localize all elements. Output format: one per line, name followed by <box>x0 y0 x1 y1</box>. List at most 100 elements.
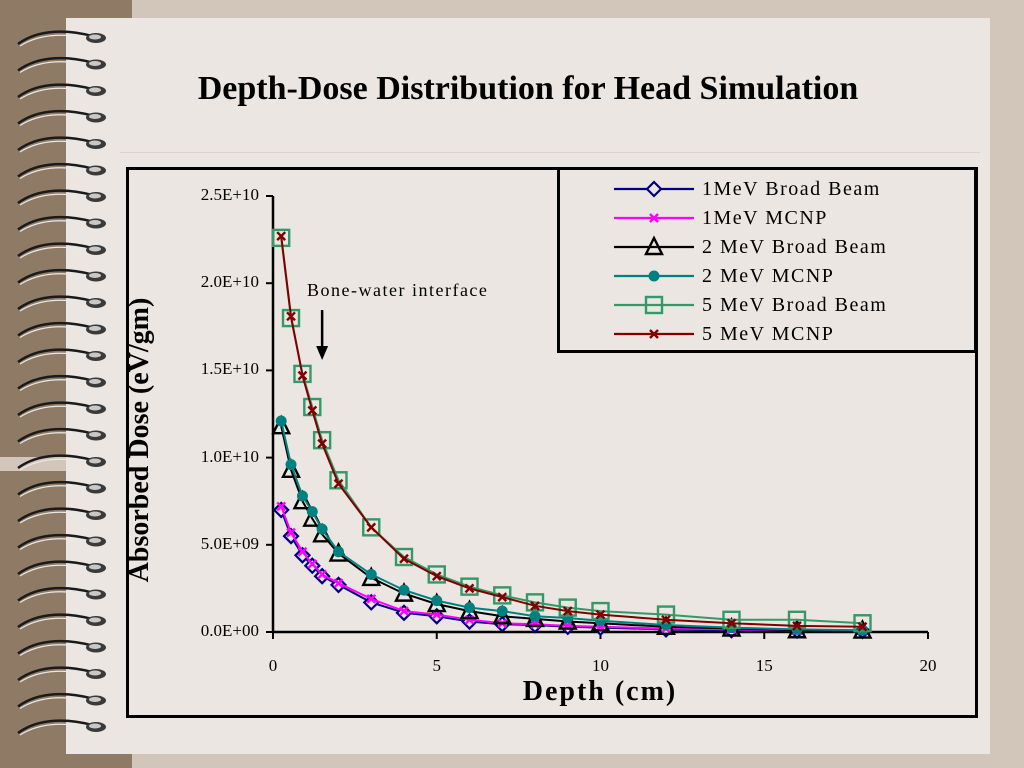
data-point <box>297 546 308 557</box>
legend-label: 1MeV MCNP <box>702 207 828 229</box>
data-point <box>313 567 331 585</box>
data-point <box>366 594 377 604</box>
binding-ring <box>17 427 106 445</box>
data-point <box>286 311 296 322</box>
data-point <box>333 578 344 589</box>
data-point <box>649 329 659 339</box>
binding-ring <box>17 189 106 206</box>
binding-ring <box>17 507 106 524</box>
y-tick-label: 5.0E+09 <box>200 533 259 553</box>
binding-ring <box>17 560 106 577</box>
legend-item: 5 MeV MCNP <box>610 320 970 348</box>
series-line <box>280 235 863 628</box>
data-point <box>562 606 573 616</box>
data-point <box>530 600 540 611</box>
slide-title: Depth-Dose Distribution for Head Simulat… <box>197 70 859 107</box>
legend-swatch <box>614 329 694 339</box>
legend-item: 2 MeV Broad Beam <box>610 233 970 261</box>
binding-ring <box>17 348 106 365</box>
data-point <box>307 405 318 416</box>
data-point <box>312 430 332 450</box>
spiral-binding <box>17 30 106 736</box>
data-point <box>281 458 301 479</box>
data-point <box>460 577 479 596</box>
data-point <box>656 605 676 624</box>
data-point <box>275 415 287 427</box>
legend-swatch <box>614 295 694 315</box>
data-point <box>276 501 287 512</box>
data-point <box>644 235 664 256</box>
data-point <box>529 610 541 622</box>
y-tick-label: 0.0E+00 <box>200 621 259 640</box>
data-point <box>272 501 290 519</box>
data-point <box>464 602 475 614</box>
legend-item: 1MeV MCNP <box>610 204 970 232</box>
data-point <box>333 546 344 558</box>
legend-swatch <box>614 213 694 223</box>
binding-ring <box>17 136 106 153</box>
data-point <box>271 414 292 435</box>
depth-dose-chart <box>266 195 929 640</box>
series-5-mev-mcnp <box>276 231 868 632</box>
chart-legend: 1MeV Broad Beam 1MeV MCNP 2 MeV Broad Beam… <box>557 167 977 353</box>
data-point <box>857 621 868 632</box>
data-point <box>431 595 443 607</box>
legend-label: 5 MeV MCNP <box>702 323 835 345</box>
binding-ring <box>17 295 106 312</box>
data-point <box>644 295 664 315</box>
binding-ring <box>17 30 106 47</box>
data-point <box>591 601 610 621</box>
chart-frame <box>126 167 978 718</box>
data-point <box>492 604 513 625</box>
data-point <box>398 584 410 596</box>
legend-label: 5 MeV Broad Beam <box>702 294 888 316</box>
y-tick-label: 1.0E+10 <box>200 446 259 466</box>
data-point <box>399 606 409 616</box>
legend-label: 2 MeV MCNP <box>702 265 835 287</box>
legend-swatch <box>614 235 694 256</box>
binding-ring <box>17 268 106 286</box>
data-point <box>645 180 663 198</box>
data-point <box>329 471 348 490</box>
data-point <box>307 559 318 569</box>
data-point <box>303 557 321 575</box>
data-point <box>316 523 328 535</box>
binding-ring <box>17 480 106 498</box>
binding-ring <box>17 454 106 471</box>
annotation-arrow <box>316 310 329 360</box>
data-point <box>285 459 297 471</box>
binding-ring <box>17 109 106 127</box>
data-point <box>276 231 287 241</box>
data-point <box>427 565 446 584</box>
data-point <box>297 370 308 381</box>
data-point <box>296 490 308 502</box>
legend-label: 1MeV Broad Beam <box>702 178 881 200</box>
x-tick-label: 20 <box>919 656 937 675</box>
x-tick-label: 5 <box>432 656 442 675</box>
binding-ring <box>17 613 106 630</box>
x-tick-label: 10 <box>592 656 609 675</box>
data-point <box>293 364 312 384</box>
binding-ring <box>17 692 106 710</box>
binding-ring <box>17 666 106 683</box>
data-point <box>460 612 479 631</box>
data-point <box>792 621 802 631</box>
data-point <box>317 438 327 449</box>
binding-ring <box>17 586 106 604</box>
title-divider <box>120 152 980 153</box>
data-point <box>496 605 508 617</box>
data-point <box>333 478 344 489</box>
data-point <box>649 213 659 223</box>
data-point <box>722 610 741 629</box>
binding-ring <box>17 242 106 259</box>
binding-ring <box>17 639 106 657</box>
data-point <box>366 522 377 533</box>
legend-item: 2 MeV MCNP <box>610 262 970 290</box>
data-point <box>431 571 442 582</box>
binding-ring <box>17 56 106 74</box>
x-tick-label: 0 <box>268 656 278 675</box>
y-axis-title: Absorbed Dose (eV/gm) <box>124 297 155 583</box>
data-point <box>293 546 312 564</box>
data-point <box>365 568 377 580</box>
data-point <box>395 604 413 622</box>
